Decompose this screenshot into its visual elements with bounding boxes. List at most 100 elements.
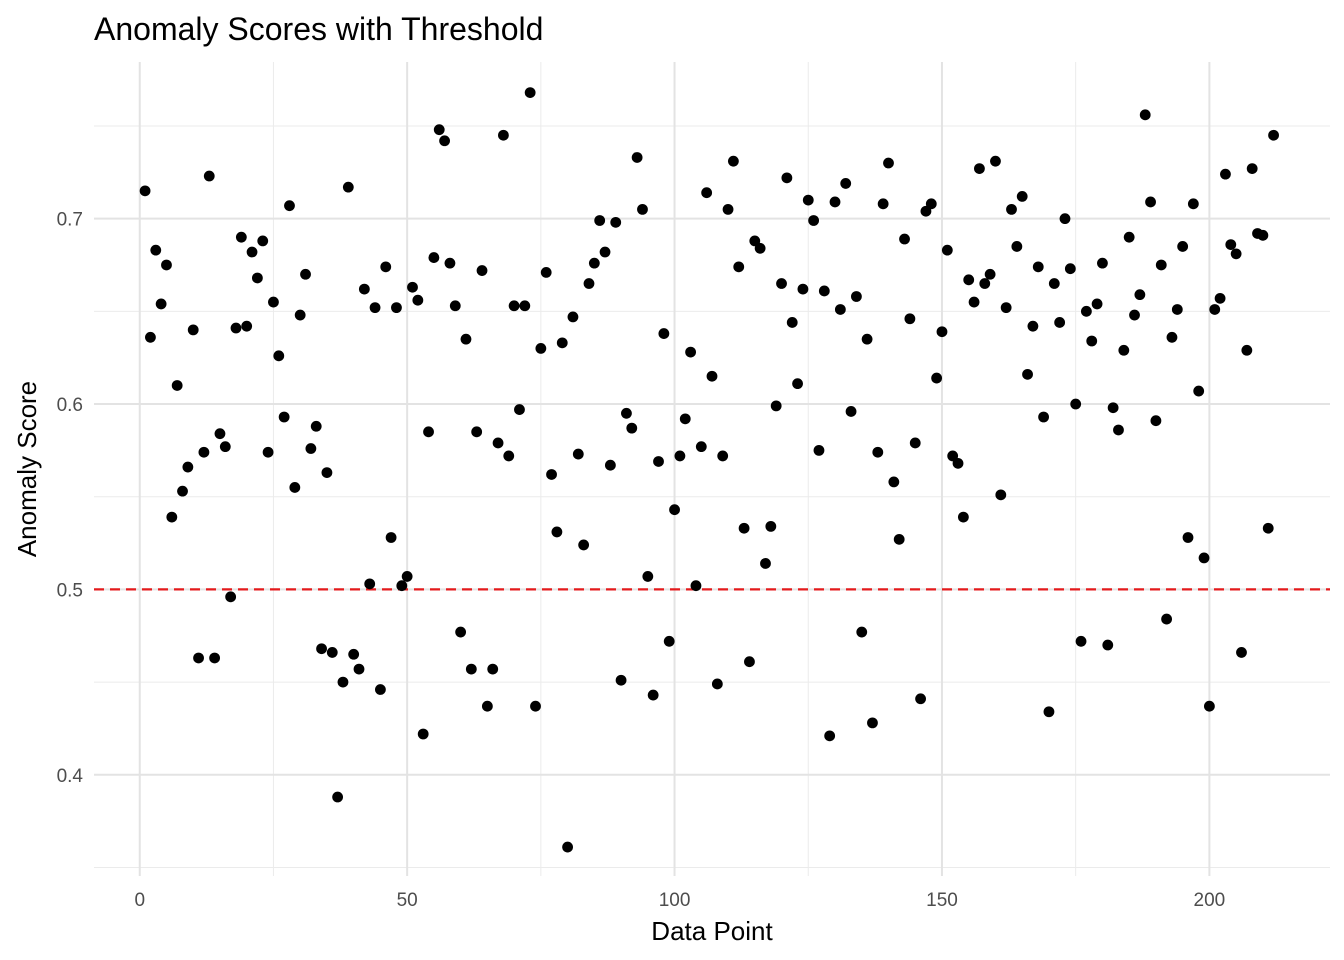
- data-point: [1182, 532, 1194, 543]
- data-point: [423, 426, 434, 438]
- data-point: [530, 700, 541, 712]
- data-point: [941, 244, 953, 256]
- data-point: [1032, 261, 1044, 273]
- data-point: [380, 261, 392, 273]
- data-point: [610, 216, 622, 228]
- data-point: [540, 267, 552, 278]
- data-point: [1171, 304, 1183, 315]
- data-point: [1257, 229, 1269, 241]
- data-point: [316, 643, 327, 655]
- data-point: [851, 291, 862, 302]
- data-point: [808, 215, 820, 226]
- data-point: [1161, 613, 1173, 625]
- y-axis-title: Anomaly Score: [12, 381, 42, 557]
- data-point: [465, 663, 477, 675]
- data-point: [476, 265, 488, 276]
- data-point: [225, 591, 237, 603]
- data-point: [369, 302, 381, 314]
- data-point: [744, 656, 755, 668]
- data-point: [722, 203, 734, 215]
- data-point: [920, 205, 932, 217]
- data-point: [834, 304, 846, 315]
- data-point: [883, 157, 894, 169]
- data-point: [1145, 196, 1156, 208]
- data-point: [690, 580, 702, 592]
- data-point: [802, 194, 814, 206]
- data-point: [1054, 317, 1066, 328]
- data-point: [711, 678, 723, 690]
- data-point: [449, 300, 461, 312]
- data-point: [861, 333, 873, 345]
- data-point: [1209, 304, 1221, 315]
- data-point: [209, 652, 221, 664]
- data-point: [829, 196, 841, 208]
- data-point: [219, 441, 231, 453]
- data-point: [358, 283, 370, 295]
- data-point: [813, 444, 825, 456]
- data-point: [1150, 415, 1162, 427]
- data-point: [455, 626, 467, 638]
- data-point: [1214, 292, 1226, 304]
- data-point: [503, 450, 515, 462]
- data-point: [701, 187, 713, 199]
- data-point: [867, 717, 878, 729]
- data-point: [519, 300, 531, 312]
- data-point: [1011, 241, 1023, 252]
- data-point: [230, 322, 242, 334]
- data-point: [872, 446, 884, 458]
- data-point: [647, 689, 659, 701]
- data-point: [214, 428, 226, 440]
- x-tick-label: 200: [1194, 890, 1226, 911]
- data-point: [1155, 259, 1167, 271]
- data-point: [1043, 706, 1055, 718]
- data-point: [653, 456, 664, 467]
- data-point: [284, 200, 295, 212]
- data-point: [150, 244, 162, 256]
- data-point: [952, 457, 964, 469]
- y-axis-ticks: 0.4 0.5 0.6 0.7: [57, 210, 84, 787]
- data-point: [1129, 309, 1140, 321]
- data-point: [177, 485, 188, 497]
- data-point: [401, 571, 413, 582]
- data-point: [396, 580, 408, 592]
- data-point: [588, 257, 600, 269]
- data-point: [273, 350, 285, 362]
- data-point: [535, 343, 547, 354]
- data-point: [251, 272, 263, 284]
- data-point: [300, 268, 311, 280]
- data-point: [899, 233, 910, 245]
- data-point: [460, 333, 472, 345]
- data-point: [776, 278, 787, 289]
- data-point: [663, 635, 675, 647]
- data-point: [139, 185, 151, 197]
- data-point: [765, 520, 777, 532]
- data-point: [925, 198, 937, 210]
- x-tick-label: 50: [397, 890, 418, 911]
- data-point: [364, 578, 376, 590]
- data-point: [305, 443, 317, 454]
- data-point: [1070, 398, 1082, 410]
- data-point: [321, 467, 333, 479]
- data-point: [1134, 289, 1146, 301]
- data-point: [337, 676, 349, 688]
- x-axis-ticks: 0 50 100 150 200: [134, 890, 1225, 911]
- data-point: [1139, 109, 1151, 121]
- data-point: [1113, 424, 1124, 436]
- data-point: [385, 532, 397, 543]
- data-point: [1177, 241, 1189, 252]
- data-points: [139, 87, 1279, 853]
- data-point: [433, 124, 445, 136]
- data-point: [257, 235, 269, 247]
- data-point: [877, 198, 889, 210]
- data-point: [166, 511, 178, 523]
- data-point: [1091, 298, 1103, 310]
- data-point: [492, 437, 504, 449]
- data-point: [749, 235, 761, 247]
- data-point: [1064, 263, 1076, 275]
- data-point: [1220, 168, 1231, 180]
- data-point: [1166, 331, 1178, 343]
- y-tick-label: 0.5: [57, 580, 83, 601]
- data-point: [407, 281, 418, 293]
- data-point: [626, 422, 638, 434]
- data-point: [1097, 257, 1108, 269]
